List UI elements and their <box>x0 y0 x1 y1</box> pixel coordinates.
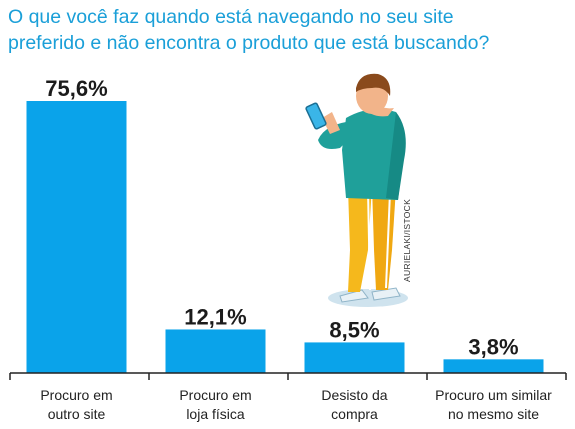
category-label-1-line-0: Procuro em <box>179 387 251 403</box>
category-label-3-line-0: Procuro um similar <box>435 387 552 403</box>
bar-0 <box>26 101 127 373</box>
category-labels: Procuro em outro site Procuro em loja físic… <box>40 387 552 422</box>
category-label-2-line-0: Desisto da <box>321 387 387 403</box>
category-label-3-line-1: no mesmo site <box>448 406 539 422</box>
category-label-2-line-1: compra <box>331 406 378 422</box>
photo-credit: AURIELAKI/ISTOCK <box>402 199 412 282</box>
bar-2 <box>304 342 405 373</box>
person-with-phone-illustration <box>305 73 408 307</box>
title-line-2: preferido e não encontra o produto que e… <box>8 32 490 54</box>
category-label-0-line-1: outro site <box>48 406 106 422</box>
value-label-1: 12,1% <box>184 304 246 329</box>
value-label-3: 3,8% <box>468 334 518 359</box>
x-axis-ticks <box>9 373 567 380</box>
value-label-0: 75,6% <box>45 76 107 101</box>
value-label-2: 8,5% <box>329 317 379 342</box>
bar-1 <box>165 329 266 373</box>
title-line-1: O que você faz quando está navegando no … <box>8 6 454 28</box>
category-label-1-line-1: loja física <box>186 406 245 422</box>
chart-title: O que você faz quando está navegando no … <box>8 4 568 56</box>
bars-group: 75,6% 12,1% 8,5% 3,8% <box>26 76 544 373</box>
bar-3 <box>443 359 544 373</box>
category-label-0-line-0: Procuro em <box>40 387 112 403</box>
